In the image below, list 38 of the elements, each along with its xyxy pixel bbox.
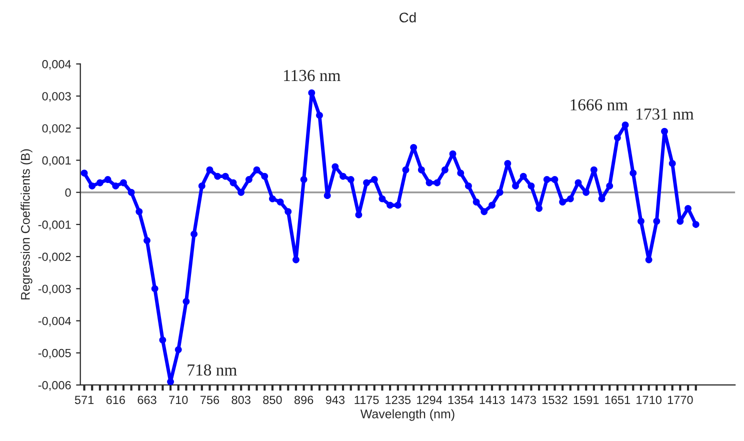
x-tick-label: 1235 [386,396,411,404]
x-tick-label: 571 [74,396,94,404]
y-tick-label: -0,003 [38,284,71,294]
annotation: 1731 nm [636,108,694,120]
x-tick-label: 803 [232,396,250,404]
x-tick-label: 1413 [480,396,505,404]
x-tick-label: 1354 [448,396,474,404]
y-tick-label: -0,006 [38,381,71,391]
x-tick-label: 1532 [542,396,568,404]
y-tick-label: 0,001 [42,156,71,166]
annotation: 1666 nm [570,99,628,110]
y-tick-label: 0 [65,188,71,197]
annotation: 1136 nm [284,70,340,82]
x-tick-label: 1591 [574,396,599,404]
y-tick-label: 0,004 [42,60,71,70]
x-tick-label: 896 [294,396,314,404]
annotation: 718 nm [188,364,237,376]
chart-title: Cd [400,12,416,22]
x-tick-label: 943 [326,396,345,404]
x-tick-label: 1175 [354,396,379,404]
y-tick-label: -0,002 [38,252,71,262]
x-tick-label: 616 [106,396,125,404]
x-tick-label: 1710 [636,396,662,404]
x-tick-label: 1473 [511,396,536,404]
y-tick-label: -0,004 [38,316,71,327]
x-axis-title: Wavelength (nm) [360,409,454,421]
x-tick-label: 1770 [668,396,693,404]
x-tick-label: 850 [263,396,282,404]
y-axis-title: Regression Coefficients (B) [20,149,32,300]
y-tick-label: -0,001 [38,220,71,230]
x-tick-label: 756 [200,396,220,404]
y-tick-label: 0,002 [42,124,71,134]
y-tick-label: -0,005 [38,348,71,359]
x-tick-label: 710 [169,396,188,404]
y-tick-label: 0,003 [42,92,71,102]
x-tick-label: 1651 [605,396,630,404]
x-tick-label: 1294 [417,396,442,404]
x-tick-label: 663 [138,396,156,404]
